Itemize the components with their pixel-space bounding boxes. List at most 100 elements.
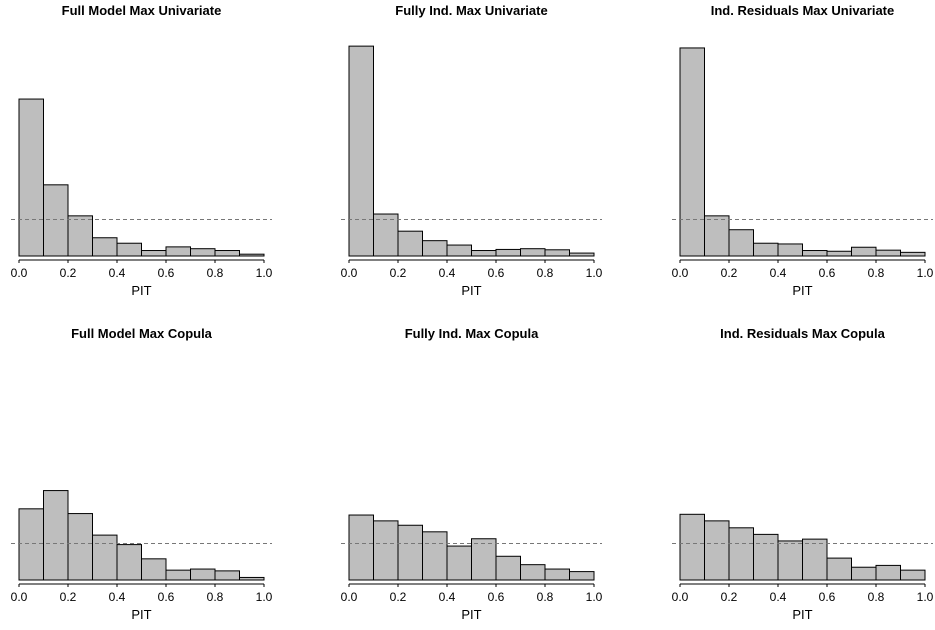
histogram-bars — [18, 490, 265, 581]
histogram-bar — [422, 240, 448, 257]
histogram-bar — [18, 98, 44, 257]
x-tick-label: 0.4 — [439, 590, 456, 604]
histogram-panel-4: Full Model Max Copula 0.0 0.2 0.4 0.6 0.8 1.0 P… — [11, 326, 273, 622]
x-tick-label: 0.0 — [341, 266, 358, 280]
histogram-bar — [397, 524, 423, 581]
x-tick-label: 0.8 — [207, 266, 224, 280]
histogram-bar — [190, 248, 216, 257]
x-tick-label: 0.2 — [60, 590, 77, 604]
x-tick-label: 0.6 — [819, 266, 836, 280]
x-tick-label: 0.8 — [868, 590, 885, 604]
histogram-bar — [900, 251, 926, 257]
x-tick-label: 0.6 — [819, 590, 836, 604]
x-tick-label: 1.0 — [256, 590, 273, 604]
x-tick-label: 0.6 — [488, 266, 505, 280]
histogram-bar — [544, 568, 570, 581]
x-tick-label: 0.6 — [488, 590, 505, 604]
x-tick-label: 0.4 — [109, 590, 126, 604]
histogram-bar — [67, 215, 93, 257]
x-axis-label: PIT — [131, 283, 151, 298]
x-tick-label: 0.4 — [770, 590, 787, 604]
histogram-bar — [777, 243, 803, 257]
histogram-bars — [18, 98, 265, 257]
panel-title: Fully Ind. Max Copula — [405, 326, 539, 341]
panel-title: Ind. Residuals Max Univariate — [711, 3, 895, 18]
x-tick-label: 0.4 — [770, 266, 787, 280]
histogram-bar — [569, 571, 595, 581]
histogram-bar — [165, 246, 191, 257]
histogram-bar — [495, 248, 521, 257]
histogram-bar — [43, 184, 69, 257]
x-tick-label: 0.8 — [868, 266, 885, 280]
histogram-bar — [679, 47, 705, 257]
histogram-bar — [18, 508, 44, 581]
histogram-bar — [520, 564, 546, 581]
panel-title: Fully Ind. Max Univariate — [395, 3, 547, 18]
histogram-panel-2: Fully Ind. Max Univariate 0.0 0.2 0.4 0.6 0.8… — [341, 3, 603, 298]
x-tick-label: 0.0 — [672, 590, 689, 604]
histogram-bar — [569, 252, 595, 257]
histogram-bar — [214, 570, 240, 581]
histogram-bar — [753, 533, 779, 581]
histogram-bar — [875, 564, 901, 581]
histogram-bar — [190, 568, 216, 581]
x-axis-label: PIT — [792, 283, 812, 298]
histogram-bar — [826, 557, 852, 581]
x-tick-label: 0.2 — [721, 266, 738, 280]
histogram-bar — [348, 45, 374, 257]
x-tick-label: 0.4 — [109, 266, 126, 280]
histogram-bar — [239, 576, 265, 581]
x-tick-label: 0.8 — [537, 266, 554, 280]
histogram-bar — [753, 242, 779, 257]
histogram-bar — [802, 250, 828, 257]
x-tick-label: 1.0 — [917, 266, 934, 280]
histogram-panel-6: Ind. Residuals Max Copula 0.0 0.2 0.4 0.6 0.8… — [672, 326, 934, 622]
histogram-panel-5: Fully Ind. Max Copula 0.0 0.2 0.4 0.6 0.8 1.0 P… — [341, 326, 603, 622]
histogram-bar — [777, 540, 803, 581]
x-tick-label: 0.0 — [11, 266, 28, 280]
histogram-bar — [471, 538, 497, 581]
histogram-bar — [679, 513, 705, 581]
histogram-bar — [851, 246, 877, 257]
histogram-bar — [728, 229, 754, 257]
x-tick-label: 0.2 — [60, 266, 77, 280]
x-tick-label: 1.0 — [586, 590, 603, 604]
histogram-bar — [802, 538, 828, 581]
histogram-bar — [116, 544, 142, 581]
x-tick-label: 0.6 — [158, 266, 175, 280]
x-tick-label: 0.0 — [11, 590, 28, 604]
histogram-bar — [67, 513, 93, 581]
x-axis-label: PIT — [792, 607, 812, 622]
histogram-bar — [728, 527, 754, 581]
x-tick-label: 1.0 — [256, 266, 273, 280]
histogram-bar — [704, 520, 730, 581]
x-axis-label: PIT — [131, 607, 151, 622]
histogram-bar — [826, 250, 852, 257]
histogram-bar — [141, 558, 167, 581]
histogram-bar — [495, 555, 521, 581]
x-axis-label: PIT — [461, 283, 481, 298]
histogram-bars — [348, 45, 595, 257]
histogram-bar — [520, 248, 546, 257]
histogram-bar — [165, 569, 191, 581]
histogram-bar — [348, 514, 374, 581]
histogram-bar — [544, 249, 570, 257]
x-tick-label: 0.8 — [537, 590, 554, 604]
x-tick-label: 0.2 — [721, 590, 738, 604]
histogram-bar — [116, 242, 142, 257]
histogram-bar — [446, 244, 472, 257]
histogram-bar — [875, 249, 901, 257]
histogram-bars — [679, 513, 926, 581]
x-tick-label: 0.2 — [390, 266, 407, 280]
x-tick-label: 0.8 — [207, 590, 224, 604]
x-tick-label: 0.2 — [390, 590, 407, 604]
x-tick-label: 0.4 — [439, 266, 456, 280]
x-tick-label: 0.6 — [158, 590, 175, 604]
histogram-bar — [704, 215, 730, 257]
histogram-bar — [239, 253, 265, 257]
panel-title: Full Model Max Univariate — [62, 3, 222, 18]
histogram-bar — [214, 250, 240, 257]
x-tick-label: 0.0 — [672, 266, 689, 280]
histogram-bar — [373, 213, 399, 257]
